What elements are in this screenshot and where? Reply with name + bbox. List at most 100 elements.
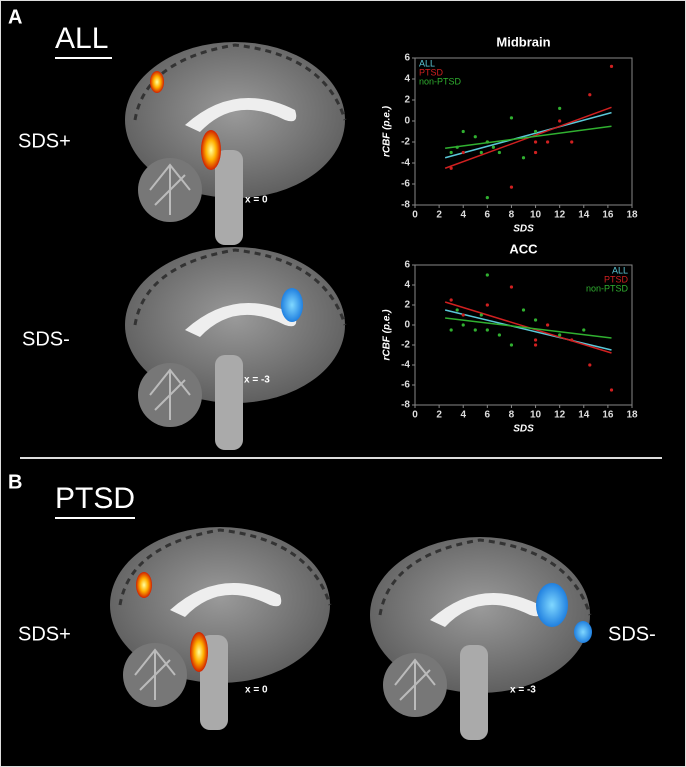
x-axis-label: SDS xyxy=(513,224,534,235)
point xyxy=(449,166,453,170)
trend-line xyxy=(445,125,612,150)
y-tick-label: -4 xyxy=(401,158,410,169)
point xyxy=(497,333,501,337)
x-tick-label: 10 xyxy=(530,410,542,421)
y-tick-label: -6 xyxy=(401,380,410,391)
slice-label: x = -3 xyxy=(510,685,536,696)
activation-blob xyxy=(201,130,221,170)
contrast-label: SDS- xyxy=(22,328,70,350)
point xyxy=(588,363,592,367)
point xyxy=(461,323,465,327)
trend-line xyxy=(444,111,612,159)
x-tick-label: 8 xyxy=(509,210,515,221)
y-tick-label: 6 xyxy=(404,53,410,64)
point xyxy=(509,185,514,189)
trend-line xyxy=(445,317,612,339)
point xyxy=(509,343,514,347)
point xyxy=(461,150,465,155)
contrast-label: SDS- xyxy=(608,623,656,645)
point xyxy=(485,273,489,277)
legend-entry: non-PTSD xyxy=(419,76,462,86)
contrast-label: SDS+ xyxy=(18,130,71,152)
x-tick-label: 16 xyxy=(602,410,614,421)
point xyxy=(461,129,465,134)
point xyxy=(449,298,453,302)
y-tick-label: -2 xyxy=(401,137,410,148)
legend-entry: PTSD xyxy=(604,274,629,284)
y-tick-label: 0 xyxy=(404,116,410,127)
activation-blob xyxy=(536,583,568,627)
slice-label: x = 0 xyxy=(245,195,268,206)
y-tick-label: -6 xyxy=(401,179,410,190)
panel-title: PTSD xyxy=(55,482,135,515)
point xyxy=(570,140,574,144)
panel-label: B xyxy=(8,471,22,493)
x-tick-label: 4 xyxy=(460,210,466,221)
point xyxy=(582,328,586,332)
panel-label: A xyxy=(8,6,22,28)
point xyxy=(473,135,477,139)
x-tick-label: 16 xyxy=(602,210,614,221)
plot-area xyxy=(414,264,633,406)
point xyxy=(461,313,465,317)
point xyxy=(533,150,538,155)
point xyxy=(558,119,562,123)
y-tick-label: 2 xyxy=(404,95,410,106)
point xyxy=(485,196,489,200)
y-tick-label: -8 xyxy=(401,400,410,411)
point xyxy=(491,145,495,149)
point xyxy=(546,323,550,327)
point xyxy=(533,338,538,342)
legend-entry: non-PTSD xyxy=(586,283,629,293)
activation-blob xyxy=(150,71,164,93)
x-axis-label: SDS xyxy=(513,424,534,435)
point xyxy=(533,343,538,347)
y-tick-label: -8 xyxy=(401,200,410,211)
activation-blob xyxy=(136,572,152,598)
y-tick-label: 6 xyxy=(404,260,410,271)
x-tick-label: 2 xyxy=(436,410,442,421)
chart-title: Midbrain xyxy=(496,34,550,49)
point xyxy=(479,150,483,155)
x-tick-label: 18 xyxy=(626,210,638,221)
x-tick-label: 8 xyxy=(509,410,515,421)
panel-title: ALL xyxy=(55,22,108,55)
x-tick-label: 4 xyxy=(460,410,466,421)
point xyxy=(509,285,514,289)
point xyxy=(521,156,526,160)
y-tick-label: 4 xyxy=(404,74,410,85)
point xyxy=(588,93,592,97)
y-tick-label: -4 xyxy=(401,360,410,371)
y-tick-label: 2 xyxy=(404,300,410,311)
x-tick-label: 14 xyxy=(578,410,590,421)
trend-line xyxy=(444,309,612,351)
point xyxy=(609,64,614,68)
point xyxy=(558,106,562,110)
x-tick-label: 14 xyxy=(578,210,590,221)
point xyxy=(485,303,489,307)
x-tick-label: 0 xyxy=(412,410,418,421)
point xyxy=(533,140,538,144)
legend-entry: ALL xyxy=(419,58,435,68)
point xyxy=(533,318,538,322)
slice-label: x = 0 xyxy=(245,685,268,696)
point xyxy=(449,150,453,155)
point xyxy=(497,150,501,155)
y-tick-label: -2 xyxy=(401,340,410,351)
y-axis-label: rCBF (p.e.) xyxy=(382,105,393,157)
x-tick-label: 6 xyxy=(485,210,491,221)
y-tick-label: 4 xyxy=(404,280,410,291)
x-tick-label: 2 xyxy=(436,210,442,221)
x-tick-label: 10 xyxy=(530,210,542,221)
point xyxy=(449,328,453,332)
legend-entry: ALL xyxy=(612,265,628,275)
legend-entry: PTSD xyxy=(419,67,444,77)
point xyxy=(473,328,477,332)
point xyxy=(546,140,550,144)
x-tick-label: 12 xyxy=(554,210,566,221)
point xyxy=(609,388,614,392)
point xyxy=(455,308,459,312)
x-tick-label: 18 xyxy=(626,410,638,421)
slice-label: x = -3 xyxy=(244,375,270,386)
